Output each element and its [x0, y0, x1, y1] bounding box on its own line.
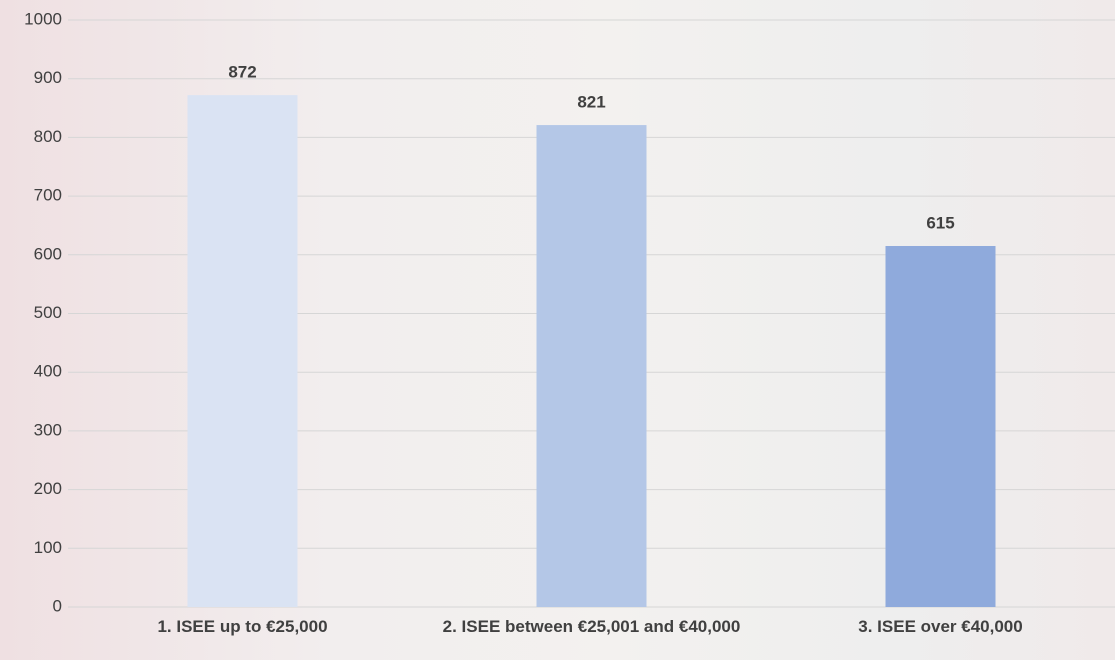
- value-label: 821: [577, 93, 605, 112]
- y-tick-label: 700: [34, 186, 62, 205]
- bar: [537, 125, 647, 607]
- y-tick-label: 800: [34, 127, 62, 146]
- y-tick-label: 200: [34, 479, 62, 498]
- y-tick-label: 300: [34, 420, 62, 439]
- chart-page: 0 100 200 300 400 500 600 700 800 900 1000 872 821 61…: [0, 0, 1115, 660]
- y-tick-label: 600: [34, 244, 62, 263]
- value-label: 872: [228, 63, 256, 82]
- y-tick-label: 100: [34, 538, 62, 557]
- x-tick-label: 2. ISEE between €25,001 and €40,000: [442, 617, 742, 636]
- y-tick-label: 0: [53, 596, 62, 615]
- chart: 0 100 200 300 400 500 600 700 800 900 1000 872 821 61…: [0, 0, 1115, 660]
- y-tick-label: 500: [34, 303, 62, 322]
- bar: [886, 246, 996, 607]
- x-tick-label: 1. ISEE up to €25,000: [93, 617, 393, 636]
- value-label: 615: [926, 213, 954, 232]
- y-tick-label: 400: [34, 362, 62, 381]
- y-tick-label: 1000: [24, 9, 62, 28]
- bar: [188, 95, 298, 607]
- y-tick-label: 900: [34, 68, 62, 87]
- x-tick-label: 3. ISEE over €40,000: [791, 617, 1091, 636]
